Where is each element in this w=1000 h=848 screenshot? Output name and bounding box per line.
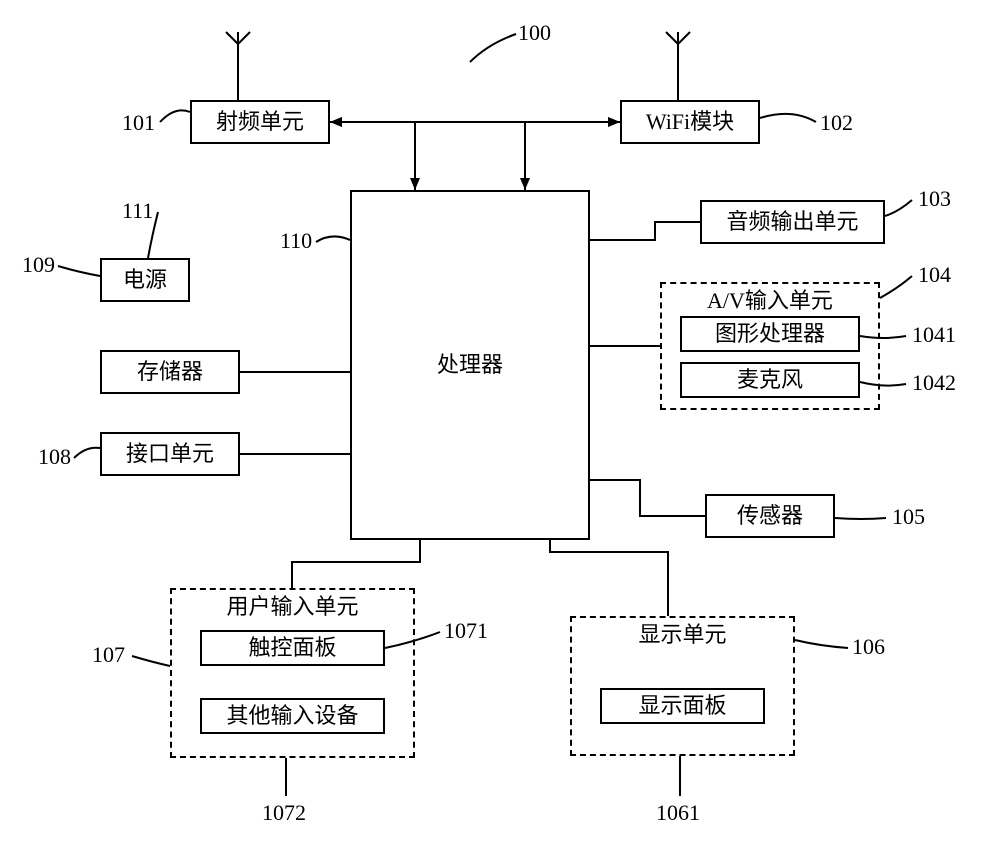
ref-label-text: 1042 — [912, 370, 956, 395]
node-label: 接口单元 — [126, 441, 214, 466]
ref-label-text: 110 — [280, 228, 312, 253]
node-wifi: WiFi模块 — [620, 100, 760, 144]
node-label: 图形处理器 — [715, 321, 825, 346]
ref-label-l1071: 1071 — [444, 618, 488, 644]
ref-label-l109: 109 — [22, 252, 55, 278]
node-label: WiFi模块 — [646, 109, 734, 134]
node-label: A/V输入单元 — [707, 288, 833, 313]
node-processor: 处理器 — [350, 190, 590, 540]
ref-label-text: 1061 — [656, 800, 700, 825]
node-label: 音频输出单元 — [726, 209, 858, 234]
ref-label-l101: 101 — [122, 110, 155, 136]
node-label: 麦克风 — [737, 367, 803, 392]
ref-label-text: 102 — [820, 110, 853, 135]
ref-label-l108: 108 — [38, 444, 71, 470]
ref-label-text: 104 — [918, 262, 951, 287]
ref-label-l104: 104 — [918, 262, 951, 288]
ref-label-l107: 107 — [92, 642, 125, 668]
ref-label-text: 108 — [38, 444, 71, 469]
node-power: 电源 — [100, 258, 190, 302]
node-sensor: 传感器 — [705, 494, 835, 538]
diagram-stage: 处理器 射频单元 WiFi模块电源存储器接口单元 音频输出单元 A/V输入单元图形处理器… — [0, 0, 1000, 848]
ref-label-text: 1071 — [444, 618, 488, 643]
ref-label-text: 103 — [918, 186, 951, 211]
node-audio_out: 音频输出单元 — [700, 200, 885, 244]
ref-label-l106: 106 — [852, 634, 885, 660]
ref-label-text: 1072 — [262, 800, 306, 825]
node-memory: 存储器 — [100, 350, 240, 394]
ref-label-l1072: 1072 — [262, 800, 306, 826]
node-label: 电源 — [123, 267, 167, 292]
node-other_input: 其他输入设备 — [200, 698, 385, 734]
node-touch_panel: 触控面板 — [200, 630, 385, 666]
ref-label-text: 111 — [122, 198, 153, 223]
ref-label-l111: 111 — [122, 198, 153, 224]
node-label: 射频单元 — [216, 109, 304, 134]
node-label: 其他输入设备 — [226, 703, 358, 728]
node-label: 显示单元 — [638, 622, 726, 647]
ref-label-text: 105 — [892, 504, 925, 529]
node-label: 传感器 — [737, 503, 803, 528]
ref-label-l1061: 1061 — [656, 800, 700, 826]
ref-label-text: 109 — [22, 252, 55, 277]
ref-label-l100: 100 — [518, 20, 551, 46]
node-label: 用户输入单元 — [226, 594, 358, 619]
node-display_panel: 显示面板 — [600, 688, 765, 724]
node-label: 触控面板 — [248, 635, 336, 660]
node-gpu: 图形处理器 — [680, 316, 860, 352]
node-display_unit: 显示单元 — [570, 616, 795, 756]
ref-label-l1042: 1042 — [912, 370, 956, 396]
ref-label-l105: 105 — [892, 504, 925, 530]
ref-label-l103: 103 — [918, 186, 951, 212]
ref-label-l1041: 1041 — [912, 322, 956, 348]
ref-label-text: 107 — [92, 642, 125, 667]
node-mic: 麦克风 — [680, 362, 860, 398]
node-label: 显示面板 — [638, 693, 726, 718]
ref-label-text: 106 — [852, 634, 885, 659]
ref-label-text: 1041 — [912, 322, 956, 347]
ref-label-l102: 102 — [820, 110, 853, 136]
node-label: 处理器 — [437, 352, 503, 377]
node-rf_unit: 射频单元 — [190, 100, 330, 144]
ref-label-text: 101 — [122, 110, 155, 135]
node-label: 存储器 — [137, 359, 203, 384]
node-interface: 接口单元 — [100, 432, 240, 476]
ref-label-l110: 110 — [280, 228, 312, 254]
ref-label-text: 100 — [518, 20, 551, 45]
